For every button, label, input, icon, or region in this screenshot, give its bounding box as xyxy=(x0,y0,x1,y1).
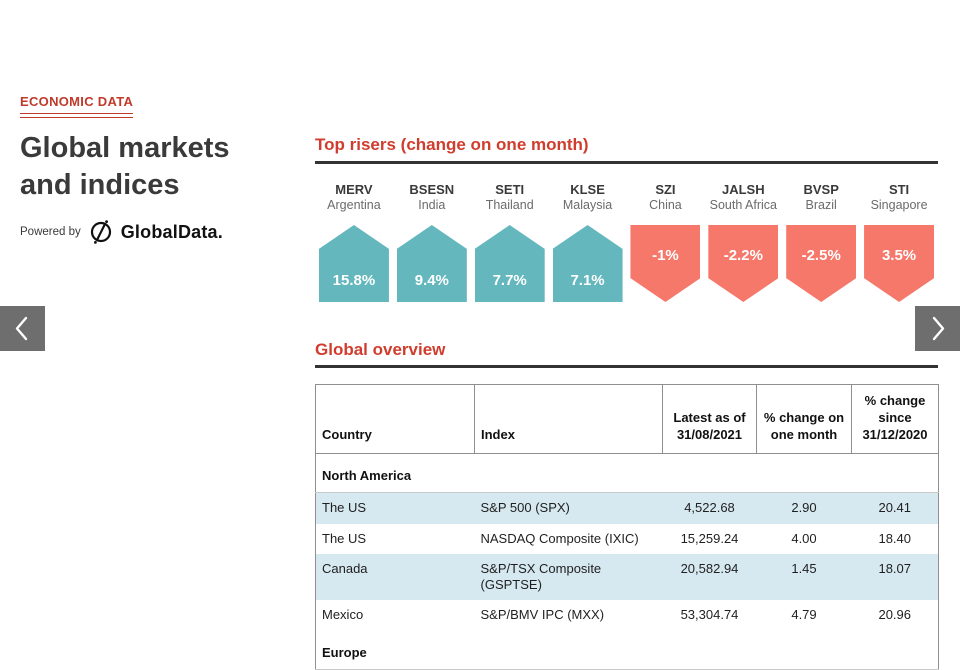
column-header-latest: Latest as of 31/08/2021 xyxy=(662,384,757,454)
riser-up-pentagon: 15.8% xyxy=(318,225,389,302)
riser-symbol: BSESN xyxy=(409,182,455,197)
region-row-europe: Europe xyxy=(315,630,939,670)
chevron-left-icon xyxy=(15,316,28,341)
cell-change-month: 1.45 xyxy=(756,553,852,601)
riser-value: 7.7% xyxy=(492,272,527,289)
riser-value: 7.1% xyxy=(570,272,605,289)
riser-value: 15.8% xyxy=(332,272,376,289)
table-row: Canada S&P/TSX Composite (GSPTSE) 20,582… xyxy=(315,553,939,601)
page-title-line1: Global markets xyxy=(20,132,230,164)
riser-country: Malaysia xyxy=(562,198,613,212)
riser-country: Brazil xyxy=(805,198,837,212)
riser-item-bsesn: BSESN India 9.4% xyxy=(393,182,471,302)
riser-item-szi: SZI China -1% xyxy=(627,182,705,302)
global-overview-table: Country Index Latest as of 31/08/2021 % … xyxy=(315,384,939,670)
region-row-north-america: North America xyxy=(315,453,939,494)
cell-index: S&P/BMV IPC (MXX) xyxy=(480,607,605,623)
page-title: Global markets and indices xyxy=(20,130,300,204)
riser-down-pentagon: 3.5% xyxy=(864,225,935,302)
riser-item-sti: STI Singapore 3.5% xyxy=(860,182,938,302)
riser-symbol: SETI xyxy=(495,182,525,197)
riser-item-bvsp: BVSP Brazil -2.5% xyxy=(782,182,860,302)
riser-value: 3.5% xyxy=(881,247,917,264)
global-overview-rule xyxy=(315,365,938,368)
riser-country: Singapore xyxy=(870,198,928,212)
globaldata-logo-text: GlobalData. xyxy=(120,221,223,242)
intro-panel: ECONOMIC DATA Global markets and indices… xyxy=(20,93,300,245)
riser-value: 9.4% xyxy=(414,272,449,289)
riser-item-jalsh: JALSH South Africa -2.2% xyxy=(704,182,782,302)
cell-index: S&P 500 (SPX) xyxy=(474,492,663,524)
cell-change-ytd: 18.40 xyxy=(878,530,912,546)
riser-symbol: SZI xyxy=(655,182,676,197)
riser-symbol: KLSE xyxy=(570,182,605,197)
riser-symbol: MERV xyxy=(335,182,373,197)
cell-country: Canada xyxy=(315,553,475,601)
riser-country: China xyxy=(649,198,682,212)
riser-item-merv: MERV Argentina 15.8% xyxy=(315,182,393,302)
riser-down-pentagon: -2.5% xyxy=(786,225,857,302)
top-risers-rule xyxy=(315,161,938,164)
table-header-row: Country Index Latest as of 31/08/2021 % … xyxy=(315,384,939,454)
riser-up-pentagon: 7.1% xyxy=(552,225,623,302)
column-header-change-ytd: % change since 31/12/2020 xyxy=(851,384,939,454)
region-label: North America xyxy=(315,453,939,494)
riser-country: Argentina xyxy=(327,198,381,212)
cell-change-ytd: 18.07 xyxy=(851,553,939,601)
kicker-underline xyxy=(20,113,134,118)
cell-index: NASDAQ Composite (IXIC) xyxy=(480,530,639,546)
cell-change-ytd: 20.96 xyxy=(878,607,912,623)
global-overview-heading: Global overview xyxy=(315,340,446,359)
cell-country: The US xyxy=(315,492,475,524)
riser-up-pentagon: 7.7% xyxy=(474,225,545,302)
riser-country: India xyxy=(418,198,446,212)
column-header-index: Index xyxy=(474,384,663,454)
kicker-label: ECONOMIC DATA xyxy=(20,94,134,109)
kicker-block: ECONOMIC DATA xyxy=(20,94,134,118)
cell-change-month: 4.79 xyxy=(791,607,817,623)
top-risers-heading: Top risers (change on one month) xyxy=(315,135,589,154)
riser-value: -2.2% xyxy=(723,247,763,264)
table-row: The US S&P 500 (SPX) 4,522.68 2.90 20.41 xyxy=(315,492,939,524)
riser-item-klse: KLSE Malaysia 7.1% xyxy=(549,182,627,302)
riser-up-pentagon: 9.4% xyxy=(396,225,467,302)
cell-change-month: 4.00 xyxy=(791,530,817,546)
riser-item-seti: SETI Thailand 7.7% xyxy=(471,182,549,302)
carousel-prev-button[interactable] xyxy=(0,306,45,351)
riser-country: South Africa xyxy=(709,198,778,212)
cell-latest: 53,304.74 xyxy=(680,607,739,623)
column-header-change-month: % change on one month xyxy=(756,384,852,454)
riser-symbol: BVSP xyxy=(803,182,839,197)
table-row: Mexico S&P/BMV IPC (MXX) 53,304.74 4.79 … xyxy=(316,600,939,630)
cell-latest: 20,582.94 xyxy=(662,553,757,601)
cell-index: S&P/TSX Composite (GSPTSE) xyxy=(474,553,663,601)
page-title-line2: and indices xyxy=(20,169,180,201)
riser-down-pentagon: -2.2% xyxy=(708,225,779,302)
table-row: The US NASDAQ Composite (IXIC) 15,259.24… xyxy=(316,524,939,554)
cell-latest: 15,259.24 xyxy=(680,530,739,546)
region-label: Europe xyxy=(315,630,939,670)
powered-by-label: Powered by xyxy=(20,226,81,238)
riser-symbol: JALSH xyxy=(722,182,765,197)
cell-change-ytd: 20.41 xyxy=(851,492,939,524)
cell-latest: 4,522.68 xyxy=(662,492,757,524)
riser-country: Thailand xyxy=(485,198,534,212)
riser-value: -1% xyxy=(652,247,679,264)
column-header-country: Country xyxy=(315,384,475,454)
globaldata-logo-icon xyxy=(88,219,114,245)
content-panel: Top risers (change on one month) MERV Ar… xyxy=(315,135,939,670)
riser-symbol: STI xyxy=(888,182,910,197)
riser-down-pentagon: -1% xyxy=(630,225,701,302)
chevron-right-icon xyxy=(932,316,945,341)
powered-by-row: Powered by GlobalData. xyxy=(20,219,300,245)
carousel-next-button[interactable] xyxy=(915,306,960,351)
cell-country: The US xyxy=(322,530,367,546)
cell-country: Mexico xyxy=(322,607,364,623)
riser-value: -2.5% xyxy=(801,247,841,264)
top-risers-strip: MERV Argentina 15.8% BSESN India 9.4% SE… xyxy=(315,182,938,302)
cell-change-month: 2.90 xyxy=(756,492,852,524)
